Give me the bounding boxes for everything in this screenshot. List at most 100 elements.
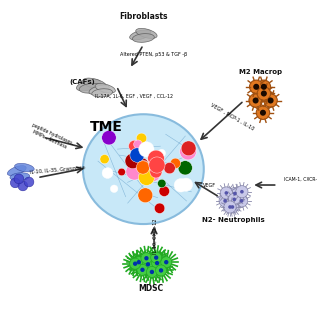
Circle shape: [130, 148, 144, 162]
Text: IL-10, CXCL-12: IL-10, CXCL-12: [152, 219, 157, 254]
Circle shape: [102, 131, 116, 145]
Circle shape: [180, 178, 193, 191]
Circle shape: [252, 98, 259, 104]
Circle shape: [126, 163, 143, 180]
Circle shape: [147, 267, 157, 277]
Circle shape: [164, 163, 175, 174]
Circle shape: [146, 262, 150, 267]
Circle shape: [229, 188, 241, 200]
Circle shape: [138, 188, 153, 203]
Circle shape: [150, 166, 162, 178]
Circle shape: [219, 195, 231, 207]
Circle shape: [144, 159, 152, 167]
Circle shape: [250, 80, 263, 93]
Circle shape: [154, 255, 158, 260]
Circle shape: [249, 94, 262, 107]
Text: Fibroblasts: Fibroblasts: [119, 12, 168, 21]
Circle shape: [257, 80, 271, 93]
Circle shape: [151, 252, 162, 263]
Ellipse shape: [92, 89, 113, 97]
Circle shape: [110, 185, 118, 193]
Circle shape: [102, 168, 113, 179]
Text: IL-10, IL-35, Granzyme: IL-10, IL-35, Granzyme: [30, 165, 86, 175]
Circle shape: [135, 164, 148, 177]
Circle shape: [134, 140, 142, 149]
Circle shape: [150, 270, 154, 274]
Circle shape: [228, 193, 240, 205]
Circle shape: [264, 94, 277, 107]
Circle shape: [236, 195, 248, 207]
Circle shape: [148, 160, 156, 168]
Text: (CAFs): (CAFs): [69, 79, 95, 84]
Circle shape: [139, 161, 149, 171]
Circle shape: [10, 178, 20, 188]
Circle shape: [148, 150, 164, 167]
Circle shape: [155, 261, 159, 265]
Text: N2- Neutrophils: N2- Neutrophils: [202, 217, 264, 223]
Circle shape: [137, 264, 148, 275]
Text: TME: TME: [90, 120, 123, 134]
Ellipse shape: [10, 173, 30, 181]
Circle shape: [170, 158, 180, 169]
Circle shape: [125, 153, 140, 169]
Circle shape: [268, 98, 274, 104]
Text: IL-17A, 1L-6, EGF , VEGF , CCL-12: IL-17A, 1L-6, EGF , VEGF , CCL-12: [95, 94, 173, 99]
Circle shape: [158, 149, 165, 157]
Circle shape: [159, 186, 170, 196]
Circle shape: [220, 187, 232, 199]
Circle shape: [136, 133, 147, 143]
Circle shape: [159, 268, 163, 273]
Circle shape: [228, 205, 232, 209]
Circle shape: [161, 257, 172, 268]
Circle shape: [140, 268, 145, 272]
Circle shape: [139, 142, 154, 157]
Circle shape: [129, 140, 140, 152]
Circle shape: [253, 84, 259, 90]
Circle shape: [180, 143, 196, 160]
Circle shape: [100, 155, 109, 164]
Circle shape: [139, 169, 155, 185]
Circle shape: [18, 181, 28, 191]
Circle shape: [139, 167, 149, 178]
Circle shape: [233, 192, 237, 196]
Circle shape: [135, 158, 149, 172]
Circle shape: [224, 201, 236, 213]
Text: VEGF , MCP-1 , IL-10: VEGF , MCP-1 , IL-10: [210, 102, 255, 131]
Circle shape: [240, 199, 244, 203]
Text: M2 Macrop: M2 Macrop: [239, 69, 282, 75]
Ellipse shape: [130, 30, 151, 40]
Circle shape: [232, 197, 236, 201]
Circle shape: [181, 141, 196, 156]
Circle shape: [133, 168, 143, 179]
Text: peptide hydrolases,
MMPs , Stiffness: peptide hydrolases, MMPs , Stiffness: [28, 123, 74, 152]
Circle shape: [257, 87, 271, 100]
Circle shape: [174, 179, 188, 192]
Circle shape: [14, 174, 24, 184]
Circle shape: [231, 205, 234, 209]
Ellipse shape: [76, 80, 100, 91]
Ellipse shape: [83, 114, 204, 224]
Circle shape: [137, 260, 141, 264]
Circle shape: [156, 265, 166, 276]
Circle shape: [226, 201, 238, 213]
Ellipse shape: [132, 34, 154, 42]
Ellipse shape: [79, 84, 104, 93]
Circle shape: [178, 161, 192, 175]
Circle shape: [261, 91, 267, 97]
Circle shape: [133, 261, 137, 266]
Circle shape: [240, 190, 244, 194]
Circle shape: [256, 106, 270, 119]
Circle shape: [157, 179, 166, 188]
Circle shape: [260, 110, 266, 116]
Ellipse shape: [83, 78, 107, 89]
Ellipse shape: [15, 163, 34, 172]
Circle shape: [149, 157, 165, 173]
Circle shape: [236, 186, 248, 198]
Ellipse shape: [7, 166, 26, 176]
Circle shape: [136, 161, 149, 174]
Text: VEGF: VEGF: [204, 183, 216, 188]
Text: ICAM-1, CXCR-: ICAM-1, CXCR-: [284, 176, 317, 181]
Circle shape: [152, 258, 163, 268]
Circle shape: [144, 173, 153, 182]
Circle shape: [118, 168, 125, 176]
